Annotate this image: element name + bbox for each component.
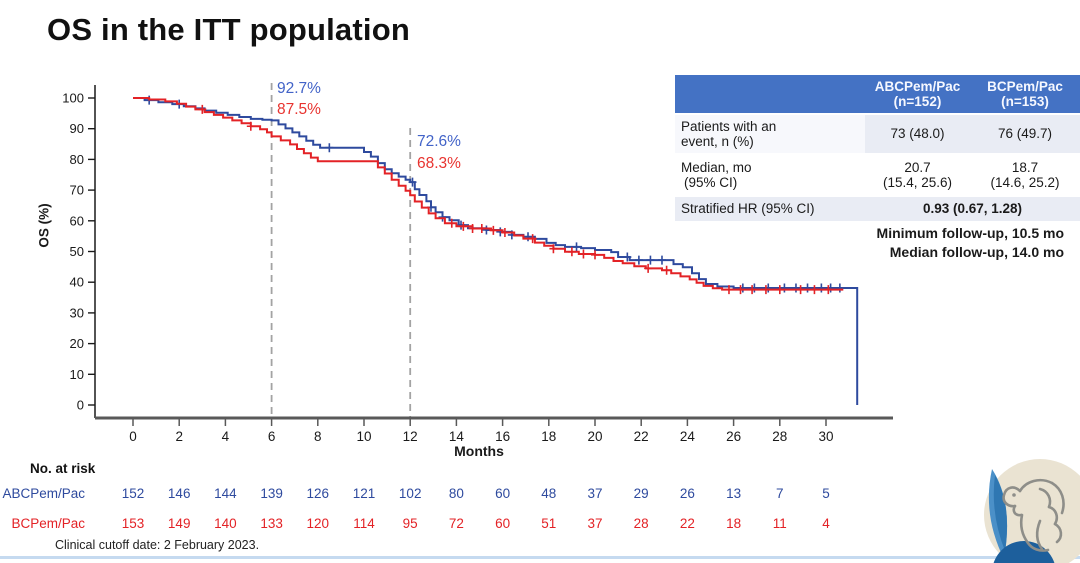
svg-text:100: 100: [62, 91, 84, 106]
at-risk-label-arm1: ABCPem/Pac: [2, 486, 85, 501]
svg-text:26: 26: [726, 429, 741, 444]
svg-text:20: 20: [70, 336, 84, 351]
row-events-arm2: 76 (49.7): [970, 115, 1080, 155]
at-risk-count: 26: [679, 486, 695, 501]
followup-text: Minimum follow-up, 10.5 mo Median follow…: [877, 224, 1064, 262]
row-events-arm1: 73 (48.0): [865, 115, 970, 155]
at-risk-row-arm2: BCPem/Pac 153 149 140 133 120 114 95 72 60 51 37 28…: [0, 516, 900, 532]
page-title: OS in the ITT population: [47, 12, 410, 47]
at-risk-label-arm2: BCPem/Pac: [11, 516, 85, 531]
svg-text:2: 2: [175, 429, 183, 444]
svg-text:12: 12: [403, 429, 418, 444]
at-risk-count: 139: [260, 486, 283, 501]
at-risk-count: 18: [726, 516, 742, 531]
svg-text:10: 10: [356, 429, 371, 444]
row-median-label: Median, mo (95% CI): [675, 155, 865, 197]
at-risk-count: 13: [726, 486, 742, 501]
svg-text:18: 18: [541, 429, 556, 444]
at-risk-count: 4: [822, 516, 830, 531]
at-risk-count: 11: [772, 516, 787, 531]
at-risk-count: 140: [214, 516, 237, 531]
at-risk-count: 144: [214, 486, 237, 501]
at-risk-count: 22: [679, 516, 695, 531]
svg-text:16: 16: [495, 429, 510, 444]
results-table: ABCPem/Pac (n=152) BCPem/Pac (n=153) Pat…: [675, 75, 1080, 223]
row-median-arm1: 20.7 (15.4, 25.6): [865, 155, 970, 197]
min-followup: Minimum follow-up, 10.5 mo: [876, 225, 1064, 241]
annotation-12mo-arm2: 68.3%: [417, 155, 461, 172]
at-risk-count: 114: [353, 516, 375, 531]
svg-text:14: 14: [449, 429, 465, 444]
svg-text:22: 22: [634, 429, 649, 444]
svg-text:0: 0: [129, 429, 137, 444]
table-header-arm2: BCPem/Pac (n=153): [970, 75, 1080, 115]
annotation-6mo-arm2: 87.5%: [277, 101, 321, 118]
at-risk-count: 29: [633, 486, 649, 501]
row-median-arm2: 18.7 (14.6, 25.2): [970, 155, 1080, 197]
at-risk-count: 153: [121, 516, 145, 531]
svg-text:0: 0: [77, 398, 84, 413]
at-risk-title: No. at risk: [30, 461, 96, 476]
at-risk-count: 60: [495, 516, 511, 531]
annotation-12mo-arm1: 72.6%: [417, 133, 461, 150]
svg-text:8: 8: [314, 429, 322, 444]
at-risk-count: 95: [402, 516, 418, 531]
svg-text:10: 10: [70, 367, 84, 382]
at-risk-count: 149: [167, 516, 191, 531]
at-risk-count: 48: [541, 486, 557, 501]
annotation-6mo-arm1: 92.7%: [277, 80, 321, 97]
svg-text:4: 4: [222, 429, 230, 444]
svg-text:70: 70: [70, 183, 84, 198]
svg-text:30: 30: [70, 305, 84, 320]
bottom-accent-bar: [0, 556, 1080, 559]
svg-text:30: 30: [818, 429, 833, 444]
svg-text:80: 80: [70, 152, 84, 167]
at-risk-count: 60: [495, 486, 511, 501]
at-risk-count: 152: [121, 486, 145, 501]
at-risk-count: 37: [587, 486, 603, 501]
at-risk-count: 7: [776, 486, 784, 501]
svg-text:90: 90: [70, 121, 84, 136]
merlion-logo-icon: [984, 459, 1080, 563]
svg-text:50: 50: [70, 244, 84, 259]
clinical-cutoff-note: Clinical cutoff date: 2 February 2023.: [55, 538, 260, 552]
svg-text:40: 40: [70, 275, 84, 290]
arm1-n: (n=152): [893, 94, 942, 109]
at-risk-count: 121: [352, 486, 376, 501]
at-risk-count: 126: [306, 486, 330, 501]
at-risk-count: 120: [306, 516, 330, 531]
x-axis-title: Months: [454, 443, 504, 459]
table-header-empty: [675, 75, 865, 115]
svg-text:20: 20: [587, 429, 602, 444]
arm1-name: ABCPem/Pac: [874, 78, 961, 94]
svg-text:24: 24: [680, 429, 696, 444]
arm2-name: BCPem/Pac: [987, 78, 1063, 94]
at-risk-count: 28: [633, 516, 649, 531]
row-events-label: Patients with an event, n (%): [675, 115, 865, 155]
at-risk-count: 133: [260, 516, 283, 531]
svg-text:60: 60: [70, 213, 84, 228]
at-risk-count: 72: [448, 516, 464, 531]
at-risk-count: 80: [448, 486, 464, 501]
at-risk-count: 146: [167, 486, 191, 501]
at-risk-count: 51: [541, 516, 557, 531]
y-axis-title: OS (%): [36, 203, 52, 248]
median-followup: Median follow-up, 14.0 mo: [889, 243, 1064, 260]
at-risk-row-arm1: ABCPem/Pac 152 146 144 139 126 121 102 80 60 48 37…: [0, 486, 900, 502]
at-risk-count: 37: [587, 516, 603, 531]
table-header-arm1: ABCPem/Pac (n=152): [865, 75, 970, 115]
row-hr-value: 0.93 (0.67, 1.28): [865, 197, 1080, 223]
at-risk-count: 102: [398, 486, 422, 501]
at-risk-count: 5: [822, 486, 830, 501]
arm2-n: (n=153): [1001, 94, 1049, 109]
svg-text:6: 6: [268, 429, 276, 444]
row-hr-label: Stratified HR (95% CI): [675, 197, 865, 223]
svg-text:28: 28: [772, 429, 787, 444]
